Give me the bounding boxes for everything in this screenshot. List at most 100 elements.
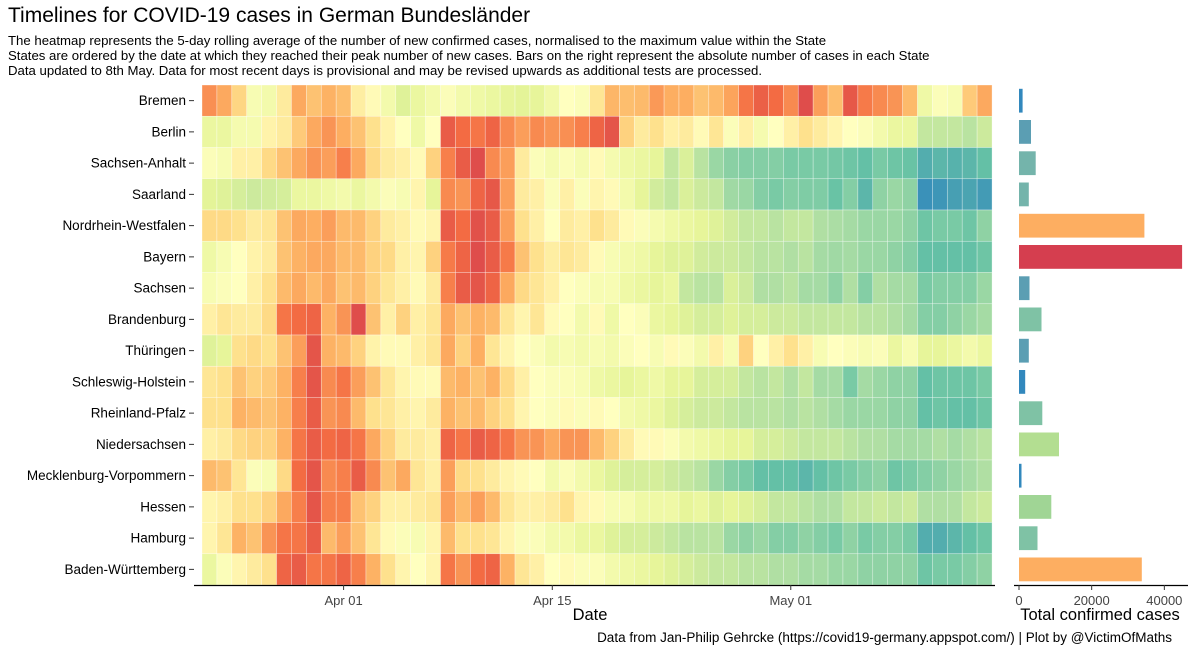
heatmap-cell — [783, 428, 799, 461]
heatmap-cell — [604, 490, 620, 523]
heatmap-cell — [335, 490, 352, 523]
heatmap-cell — [723, 459, 739, 492]
heatmap-cell — [246, 272, 262, 305]
heatmap-cell — [291, 115, 307, 148]
heatmap-cell — [797, 178, 814, 211]
heatmap-cell — [783, 178, 799, 211]
heatmap-cell — [231, 459, 248, 492]
heatmap-cell — [723, 490, 739, 523]
heatmap-cell — [902, 428, 918, 461]
heatmap-cell — [946, 365, 963, 398]
heatmap-cell — [425, 334, 441, 367]
heatmap-cell — [932, 365, 948, 398]
heatmap-cell — [917, 209, 933, 242]
heatmap-cell — [499, 209, 516, 242]
heatmap-cell — [231, 522, 248, 555]
heatmap-cell — [708, 397, 725, 430]
source-caption: Data from Jan-Philip Gehrcke (https://co… — [597, 630, 1172, 645]
bar-chart-bars — [1019, 88, 1183, 582]
heatmap-cell — [604, 240, 620, 273]
heatmap-cell — [753, 115, 769, 148]
heatmap-cell — [291, 178, 307, 211]
heatmap-cell — [857, 84, 874, 117]
heatmap-cell — [827, 490, 844, 523]
heatmap-cell — [365, 147, 382, 180]
heatmap-cell — [797, 84, 814, 117]
heatmap-cell — [395, 522, 412, 555]
bar-schleswig-holstein — [1019, 370, 1026, 394]
heatmap-cell — [976, 397, 993, 430]
heatmap-cell — [306, 147, 322, 180]
heatmap-cell — [246, 397, 262, 430]
heatmap-cell — [499, 84, 516, 117]
heatmap-cell — [380, 303, 397, 336]
heatmap-cell — [633, 303, 650, 336]
heatmap-cell — [380, 428, 397, 461]
heatmap-cell — [768, 209, 784, 242]
heatmap-cell — [306, 178, 322, 211]
heatmap-cell — [455, 303, 471, 336]
heatmap-cell — [559, 147, 575, 180]
subtitle-line-1: The heatmap represents the 5-day rolling… — [8, 33, 827, 48]
heatmap-cell — [559, 490, 575, 523]
heatmap-cell — [395, 365, 412, 398]
heatmap-cell — [827, 209, 844, 242]
heatmap-cell — [872, 428, 889, 461]
heatmap-cell — [738, 522, 754, 555]
heatmap-cell — [440, 272, 456, 305]
heatmap-cell — [872, 397, 889, 430]
bar-berlin — [1019, 120, 1031, 144]
heatmap-cell — [231, 84, 248, 117]
heatmap-cell — [693, 147, 710, 180]
heatmap-cell — [932, 272, 948, 305]
heatmap-cell — [887, 522, 903, 555]
heatmap-cell — [291, 397, 307, 430]
heatmap-cell — [783, 334, 799, 367]
heatmap-cell — [455, 272, 471, 305]
heatmap-cell — [768, 272, 784, 305]
heatmap-cell — [231, 240, 248, 273]
heatmap-cell — [902, 334, 918, 367]
heatmap-cell — [410, 240, 426, 273]
heatmap-cell — [917, 553, 933, 586]
heatmap-cell — [812, 428, 829, 461]
heatmap-cell — [708, 303, 725, 336]
heatmap-cell — [350, 209, 367, 242]
heatmap-cell — [425, 240, 441, 273]
heatmap-cell — [469, 115, 486, 148]
heatmap-cell — [648, 522, 665, 555]
heatmap-cell — [961, 240, 978, 273]
heatmap-cell — [857, 459, 874, 492]
heatmap-cell — [231, 115, 248, 148]
heatmap-cell — [216, 303, 233, 336]
heatmap-cell — [335, 209, 352, 242]
heatmap-cell — [276, 178, 292, 211]
heatmap-cell — [231, 490, 248, 523]
heatmap-cell — [320, 334, 337, 367]
heatmap-cell — [812, 522, 829, 555]
heatmap-cell — [902, 459, 918, 492]
heatmap-cell — [738, 115, 754, 148]
heatmap-cell — [619, 365, 635, 398]
heatmap-cell — [693, 553, 710, 586]
heatmap-cell — [872, 209, 889, 242]
bar-rheinland-pfalz — [1019, 401, 1043, 426]
heatmap-cell — [604, 459, 620, 492]
heatmap-cell — [380, 272, 397, 305]
heatmap-cell — [857, 147, 874, 180]
heatmap-cell — [648, 303, 665, 336]
heatmap-cell — [783, 272, 799, 305]
heatmap-cell — [887, 365, 903, 398]
heatmap-cell — [738, 459, 754, 492]
heatmap-cell — [484, 459, 501, 492]
heatmap-cell — [678, 553, 695, 586]
heatmap-cell — [440, 84, 456, 117]
heatmap-cell — [738, 428, 754, 461]
heatmap-cell — [812, 209, 829, 242]
heatmap-cell — [693, 115, 710, 148]
heatmap-cell — [917, 272, 933, 305]
heatmap-cell — [812, 397, 829, 430]
heatmap-cell — [261, 459, 277, 492]
heatmap-cell — [842, 365, 859, 398]
heatmap-cell — [976, 209, 993, 242]
